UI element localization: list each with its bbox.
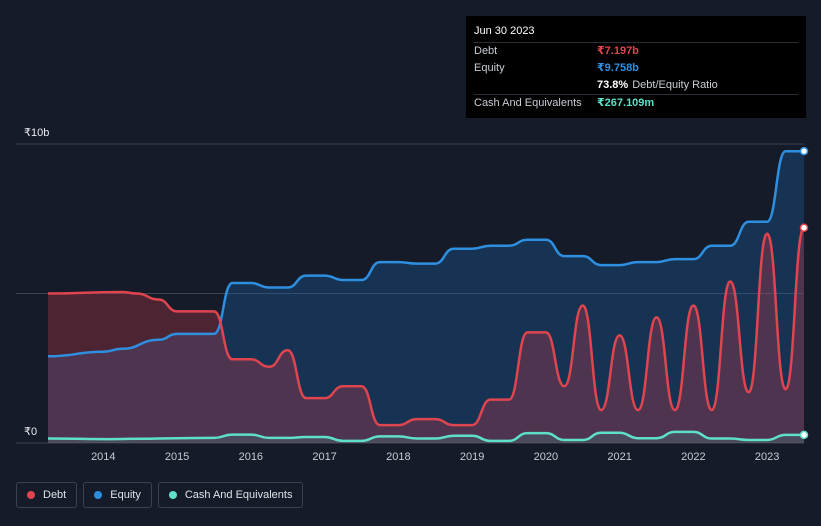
legend-label-equity: Equity [110, 489, 141, 501]
cash-dot-icon [168, 491, 177, 499]
tooltip-cash-value: ₹267.109m [597, 97, 655, 109]
x-tick-label-2016: 2016 [239, 451, 263, 463]
area-equity [48, 151, 804, 443]
line-debt [47, 226, 806, 427]
x-tick-label-2023: 2023 [755, 451, 779, 463]
x-tick-label-2020: 2020 [534, 451, 558, 463]
y-axis-labels: ₹10b ₹0 [24, 127, 49, 438]
x-tick-label-2014: 2014 [91, 451, 115, 463]
y-tick-label-1: ₹0 [24, 426, 37, 438]
x-tick-label-2017: 2017 [312, 451, 336, 463]
x-axis-labels: 2014 2015 2016 2017 2018 2019 2020 2021 2022 2023 [91, 451, 779, 463]
y-tick-label-0: ₹10b [24, 127, 49, 139]
tooltip-ratio-label [474, 77, 597, 94]
debt-dot-icon [27, 491, 35, 499]
end-marker-equity [799, 146, 809, 156]
legend: Debt Equity Cash And Equivalents [16, 482, 304, 508]
x-tick-label-2018: 2018 [386, 451, 410, 463]
end-marker-debt [799, 223, 809, 232]
line-cash-and-equivalents [47, 430, 804, 443]
end-marker-cash-and-equivalents [799, 430, 809, 440]
tooltip-equity-label: Equity [474, 62, 505, 74]
x-tick-label-2022: 2022 [681, 451, 705, 463]
tooltip-row-ratio: 73.8% Debt/Equity Ratio [474, 77, 798, 94]
series-end-markers [799, 146, 809, 440]
legend-item-cash[interactable]: Cash And Equivalents [157, 482, 304, 508]
x-tick-label-2015: 2015 [165, 451, 189, 463]
series-areas [48, 151, 804, 443]
tooltip-debt-label: Debt [474, 45, 498, 57]
tooltip-equity-value: ₹9.758b [597, 62, 639, 74]
tooltip-row-cash: Cash And Equivalents ₹267.109m [474, 94, 798, 112]
legend-item-equity[interactable]: Equity [83, 482, 152, 508]
legend-item-debt[interactable]: Debt [16, 482, 78, 508]
tooltip-debt-value: ₹7.197b [597, 45, 639, 57]
x-tick-label-2019: 2019 [460, 451, 484, 463]
series-lines [47, 149, 806, 443]
area-debt [48, 227, 804, 443]
tooltip-ratio-suffix: Debt/Equity Ratio [632, 79, 718, 91]
gridlines [16, 143, 804, 444]
x-tick-label-2021: 2021 [607, 451, 631, 463]
equity-dot-icon [94, 491, 103, 499]
line-equity [47, 149, 804, 358]
tooltip-row-debt: Debt ₹7.197b [474, 42, 798, 60]
tooltip-date: Jun 30 2023 [474, 25, 535, 37]
legend-label-debt: Debt [43, 489, 67, 501]
tooltip-ratio-value: 73.8% [597, 79, 629, 91]
tooltip-row-equity: Equity ₹9.758b [474, 60, 798, 77]
tooltip-panel: Jun 30 2023 Debt ₹7.197b Equity ₹9.758b … [466, 16, 806, 118]
legend-label-cash: Cash And Equivalents [184, 489, 293, 501]
tooltip-cash-label: Cash And Equivalents [474, 97, 582, 109]
